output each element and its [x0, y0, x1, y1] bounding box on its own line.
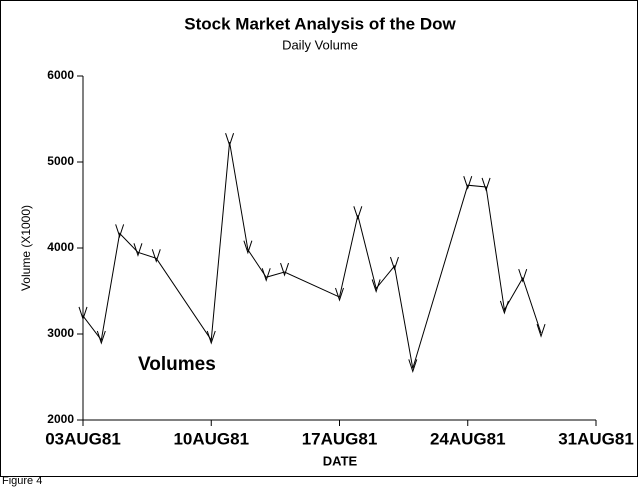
marker — [518, 268, 528, 283]
marker — [115, 224, 125, 238]
y-tick-label: 6000 — [47, 68, 74, 82]
marker — [280, 262, 290, 277]
marker — [78, 306, 88, 321]
chart-title: Stock Market Analysis of the Dow — [184, 14, 456, 33]
marker — [371, 279, 381, 294]
x-tick-label: 31AUG81 — [558, 429, 634, 448]
x-tick-label: 17AUG81 — [302, 429, 378, 448]
annotation: Volumes — [138, 354, 216, 375]
x-tick-label: 24AUG81 — [430, 429, 506, 448]
marker — [463, 176, 473, 190]
marker — [481, 177, 491, 192]
marker — [536, 323, 546, 338]
marker — [261, 268, 271, 282]
marker — [243, 240, 253, 255]
y-tick-label: 5000 — [47, 154, 74, 168]
frame — [0, 0, 638, 477]
x-tick-label: 03AUG81 — [45, 429, 121, 448]
marker — [206, 330, 216, 345]
line — [82, 142, 542, 369]
y-tick-label: 4000 — [47, 240, 74, 254]
marker — [499, 300, 509, 315]
chart-subtitle: Daily Volume — [282, 37, 358, 52]
marker — [408, 359, 418, 373]
marker — [225, 133, 235, 147]
marker — [151, 249, 161, 263]
y-axis-label: Volume (X1000) — [19, 205, 33, 291]
marker — [96, 330, 106, 345]
y-tick-label: 2000 — [47, 412, 74, 426]
marker — [353, 206, 363, 220]
footnote: Figure 4 — [2, 475, 42, 487]
marker — [389, 256, 399, 271]
y-tick-label: 3000 — [47, 326, 74, 340]
x-tick-label: 10AUG81 — [173, 429, 249, 448]
marker — [335, 287, 344, 302]
marker — [133, 243, 143, 257]
x-axis-label: DATE — [323, 453, 358, 468]
